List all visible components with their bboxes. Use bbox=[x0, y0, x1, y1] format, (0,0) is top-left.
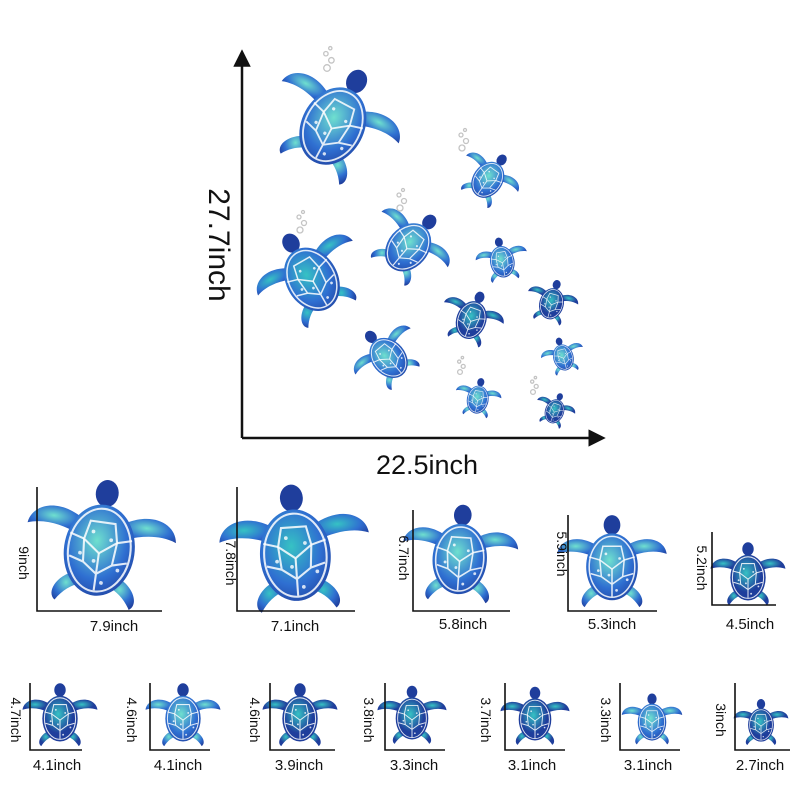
sea-turtle-icon bbox=[455, 378, 502, 419]
piece-width-label: 5.8inch bbox=[438, 616, 488, 633]
dimension-axis bbox=[619, 683, 680, 751]
piece-width-label: 7.1inch bbox=[270, 618, 320, 635]
sea-turtle-icon bbox=[370, 208, 450, 286]
sea-turtle-icon bbox=[733, 699, 789, 746]
piece-height-label: 3inch bbox=[713, 703, 729, 737]
dimension-axis bbox=[269, 683, 335, 751]
dimension-axis bbox=[36, 487, 162, 612]
dimension-axis bbox=[412, 510, 510, 612]
piece-height-label: 9inch bbox=[16, 546, 32, 580]
piece-width-label: 2.7inch bbox=[735, 757, 785, 774]
dimension-axis bbox=[236, 487, 355, 612]
dimension-axis bbox=[149, 683, 210, 751]
piece-height-label: 3.3inch bbox=[598, 697, 614, 743]
bubbles-icon bbox=[323, 45, 335, 72]
overview-width-label: 22.5inch bbox=[375, 450, 479, 480]
sea-turtle-icon bbox=[500, 686, 570, 745]
sea-turtle-icon bbox=[541, 337, 583, 376]
sea-turtle-icon bbox=[537, 393, 576, 429]
piece-height-label: 3.8inch bbox=[361, 697, 377, 743]
dimension-axis bbox=[504, 683, 565, 751]
piece-width-label: 3.9inch bbox=[274, 757, 324, 774]
sea-turtle-icon bbox=[403, 504, 519, 604]
sea-turtle-icon bbox=[444, 291, 504, 348]
sea-turtle-icon bbox=[353, 325, 420, 390]
bubbles-icon bbox=[396, 187, 408, 212]
bubbles-icon bbox=[458, 127, 470, 152]
dimension-axis bbox=[567, 515, 657, 612]
sea-turtle-icon bbox=[528, 279, 579, 326]
sea-turtle-icon bbox=[377, 685, 447, 744]
sea-turtle-icon bbox=[710, 542, 786, 606]
sea-turtle-icon bbox=[557, 515, 667, 608]
dimension-axis bbox=[29, 683, 82, 751]
piece-height-label: 4.6inch bbox=[124, 697, 140, 743]
piece-width-label: 5.3inch bbox=[587, 616, 637, 633]
piece-width-label: 3.3inch bbox=[389, 757, 439, 774]
piece-height-label: 5.9inch bbox=[554, 531, 570, 577]
sea-turtle-icon bbox=[621, 693, 683, 745]
dimension-axis bbox=[711, 532, 776, 606]
piece-width-label: 3.1inch bbox=[623, 757, 673, 774]
piece-width-label: 3.1inch bbox=[507, 757, 557, 774]
piece-width-label: 4.1inch bbox=[32, 757, 82, 774]
dimension-axis bbox=[384, 683, 445, 751]
sea-turtle-icon bbox=[279, 69, 400, 185]
piece-height-label: 3.7inch bbox=[478, 697, 494, 743]
sea-turtle-icon bbox=[461, 152, 519, 208]
sea-turtle-icon bbox=[27, 480, 176, 610]
piece-width-label: 4.5inch bbox=[725, 616, 775, 633]
piece-height-label: 6.7inch bbox=[396, 535, 412, 581]
piece-width-label: 7.9inch bbox=[89, 618, 139, 635]
sea-turtle-icon bbox=[22, 683, 98, 747]
bubbles-icon bbox=[296, 209, 308, 234]
piece-width-label: 4.1inch bbox=[153, 757, 203, 774]
sea-turtle-icon bbox=[145, 683, 221, 747]
bubbles-icon bbox=[456, 355, 466, 376]
bubbles-icon bbox=[529, 375, 539, 396]
piece-height-label: 4.7inch bbox=[8, 697, 24, 743]
sea-turtle-icon bbox=[475, 237, 527, 283]
piece-height-label: 4.6inch bbox=[247, 697, 263, 743]
piece-height-label: 7.8inch bbox=[223, 540, 239, 586]
sea-turtle-icon bbox=[256, 233, 357, 328]
piece-height-label: 5.2inch bbox=[694, 545, 710, 591]
dimension-axis bbox=[734, 683, 790, 751]
sea-turtle-icon bbox=[219, 484, 369, 613]
